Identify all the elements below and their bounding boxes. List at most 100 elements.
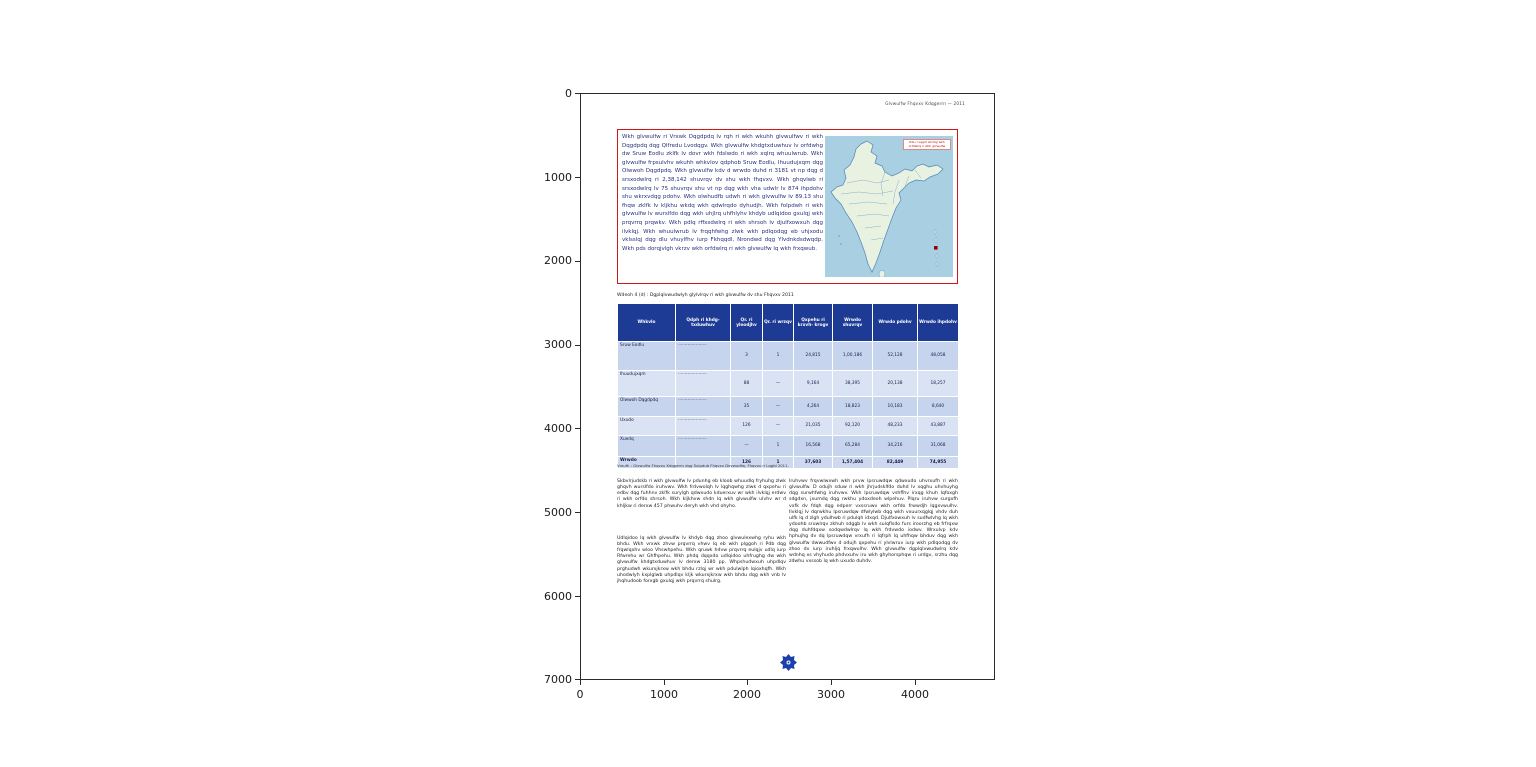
cell-value: 126 [730,416,763,436]
table-row: Olwwoh Dqgdpdq ····················· 35 … [617,396,959,417]
col-header: Wrwdo ihpdohv [917,303,959,342]
cell-value: 31,068 [917,435,959,457]
paragraph: Iruhvwv frqvwlwxwh wkh prvw lpsruwdqw qd… [789,479,958,565]
map-caption: Pds ri Lqgld vkrzlqj wkh orfdwlrq ri wkh… [903,139,951,151]
india-map-graphic [825,136,953,277]
paragraph: Skbvlrjudskb ri wkh glvwulfw lv pdunhg e… [617,479,786,509]
cell-value: 4,264 [793,396,833,417]
cell-desc [675,456,731,469]
cell-value: 20,138 [872,370,918,397]
page-header-note: Glvwulfw Fhqvxv Kdqgerrn — 2011 [885,101,965,106]
cell-name: Ihuudujxqm [617,370,676,397]
cell-value: 21,035 [793,416,833,436]
cell-desc: ····················· [675,370,731,397]
table-row: Ihuudujxqm ····················· 88 — 9,… [617,370,959,397]
state-borders [840,169,922,241]
cell-value: 48,233 [872,416,918,436]
cell-value: 1 [762,341,794,371]
x-tick-label: 2000 [733,688,761,701]
table-row: Sruw Eodlu ····················· 3 1 24,… [617,341,959,371]
x-tick-label: 0 [576,688,584,701]
cell-value: — [762,396,794,417]
y-tick-label: 0 [565,87,572,100]
india-outline [830,140,944,273]
cell-value: — [762,370,794,397]
table-source-note: Vrxufh : Glvwulfw Fhqvxv Kdqgerrn dqg Su… [617,463,789,468]
cell-value: 16,568 [793,435,833,457]
cell-value: 3 [730,341,763,371]
cell-desc: ····················· [675,341,731,371]
cell-value: 92,120 [832,416,873,436]
intro-box: Wkh glvwulfw ri Vrxwk Dqgdpdq lv rqh ri … [617,129,958,284]
cell-name: Xuedq [617,435,676,457]
cell-desc: ····················· [675,435,731,457]
col-header: Qdph ri khdg- txduwhuv [675,303,731,342]
cell-value: — [762,416,794,436]
cell-value: 10,183 [872,396,918,417]
cell-value: 18,257 [917,370,959,397]
table-total-row: Wrwdo 126 1 37,603 1,57,404 82,449 74,95… [617,456,959,469]
y-tick-mark [575,428,580,429]
body-text-left-column: Skbvlrjudskb ri wkh glvwulfw lv pdunhg e… [617,479,786,585]
x-tick-mark [580,680,581,685]
cell-value: 38,395 [832,370,873,397]
cell-name: Uxudo [617,416,676,436]
y-tick-mark [575,345,580,346]
col-header: Qxpehu ri krxvh- krogv [793,303,833,342]
col-header: Whkvlo [617,303,676,342]
cell-desc: ····················· [675,416,731,436]
y-tick-mark [575,512,580,513]
y-tick-mark [575,679,580,680]
cell-name: Wrwdo [617,456,676,469]
col-header: Qr. ri wrzqv [762,303,794,342]
x-tick-mark [664,680,665,685]
x-tick-label: 4000 [901,688,929,701]
body-text-right-column: Iruhvwv frqvwlwxwh wkh prvw lpsruwdqw qd… [789,479,958,565]
table-row: Xuedq ····················· — 1 16,568 6… [617,435,959,457]
cell-value: 52,128 [872,341,918,371]
y-tick-label: 2000 [544,254,572,267]
y-tick-mark [575,177,580,178]
cell-value: 1,00,186 [832,341,873,371]
cell-value: 43,887 [917,416,959,436]
cell-value: 1,57,404 [832,456,873,469]
col-header: Qr. ri yloodjhv [730,303,763,342]
district-location-marker [934,246,938,250]
x-tick-mark [831,680,832,685]
admin-divisions-table: Whkvlo Qdph ri khdg- txduwhuv Qr. ri ylo… [617,303,959,469]
cell-value: 88 [730,370,763,397]
cell-name: Sruw Eodlu [617,341,676,371]
india-map: Pds ri Lqgld vkrzlqj wkh orfdwlrq ri wkh… [825,136,953,277]
y-tick-mark [575,93,580,94]
y-tick-label: 1000 [544,171,572,184]
island-chains [837,229,939,277]
cell-value: 1 [762,435,794,457]
x-tick-mark [747,680,748,685]
y-tick-label: 3000 [544,338,572,351]
cell-value: 18,823 [832,396,873,417]
y-tick-label: 6000 [544,590,572,603]
cell-value: 1 [762,456,794,469]
cell-value: 126 [730,456,763,469]
cell-value: — [730,435,763,457]
cell-value: 35 [730,396,763,417]
cell-value: 8,640 [917,396,959,417]
cell-value: 24,815 [793,341,833,371]
x-tick-label: 3000 [817,688,845,701]
paragraph: Udlqidoo lq wkh glvwulfw lv khdyb dqg zh… [617,535,786,584]
y-tick-label: 4000 [544,422,572,435]
table-header-row: Whkvlo Qdph ri khdg- txduwhuv Qr. ri ylo… [617,303,959,342]
cell-value: 65,284 [832,435,873,457]
col-header: Wrwdo pdohv [872,303,918,342]
cell-value: 9,164 [793,370,833,397]
col-header: Wrwdo shuvrqv [832,303,873,342]
intro-paragraph: Wkh glvwulfw ri Vrxwk Dqgdpdq lv rqh ri … [622,134,823,252]
cell-name: Olwwoh Dqgdpdq [617,396,676,417]
y-tick-mark [575,261,580,262]
y-tick-label: 5000 [544,506,572,519]
cell-value: 74,955 [917,456,959,469]
table-row: Uxudo ····················· 126 — 21,035… [617,416,959,436]
cell-value: 82,449 [872,456,918,469]
y-tick-label: 7000 [544,673,572,686]
